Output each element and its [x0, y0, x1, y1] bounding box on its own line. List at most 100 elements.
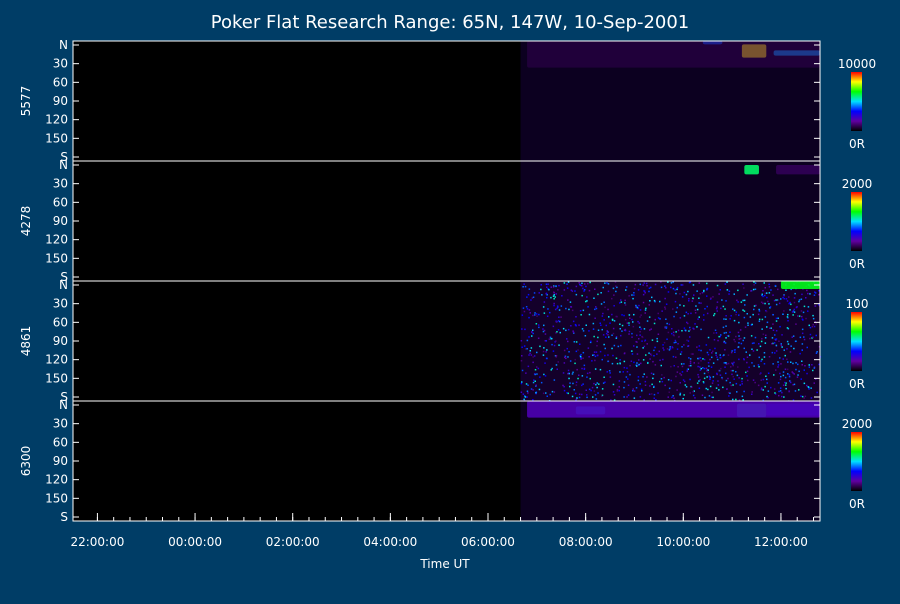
noise-speck: [534, 373, 536, 376]
noise-speck: [727, 377, 729, 380]
noise-speck: [561, 295, 563, 297]
noise-speck: [593, 335, 595, 338]
noise-speck: [775, 338, 778, 340]
noise-speck: [590, 340, 592, 343]
noise-speck: [660, 286, 663, 289]
noise-speck: [759, 345, 762, 348]
noise-speck: [529, 352, 531, 355]
noise-speck: [648, 316, 651, 318]
noise-speck: [816, 391, 818, 394]
noise-speck: [662, 344, 664, 346]
noise-speck: [565, 329, 567, 332]
noise-speck: [683, 380, 686, 383]
noise-speck: [620, 344, 622, 347]
noise-speck: [814, 292, 817, 294]
noise-speck: [666, 348, 669, 350]
noise-speck: [553, 291, 555, 293]
noise-speck: [802, 319, 804, 321]
noise-speck: [749, 354, 751, 356]
noise-speck: [636, 353, 639, 355]
noise-speck: [592, 396, 594, 398]
noise-speck: [770, 327, 772, 329]
noise-speck: [520, 391, 523, 393]
colorbar-max-label: 2000: [842, 417, 873, 431]
noise-speck: [704, 308, 706, 310]
noise-speck: [808, 324, 810, 327]
noise-speck: [729, 331, 731, 333]
noise-speck: [703, 367, 706, 370]
noise-speck: [581, 393, 583, 396]
noise-speck: [529, 350, 531, 352]
noise-speck: [722, 326, 725, 329]
noise-speck: [690, 386, 693, 388]
noise-speck: [806, 372, 808, 375]
noise-speck: [771, 342, 773, 345]
colorbar-min-label: 0R: [849, 137, 865, 151]
noise-speck: [818, 304, 820, 306]
noise-speck: [534, 312, 536, 314]
noise-speck: [537, 367, 540, 370]
noise-speck: [704, 396, 706, 399]
noise-speck: [790, 361, 792, 363]
noise-speck: [743, 390, 745, 393]
noise-speck: [730, 315, 732, 317]
noise-speck: [693, 362, 695, 364]
noise-speck: [773, 374, 775, 376]
noise-speck: [520, 360, 523, 362]
noise-speck: [721, 378, 724, 380]
noise-speck: [689, 281, 692, 283]
noise-speck: [637, 379, 640, 382]
colorbar-min-label: 0R: [849, 257, 865, 271]
noise-speck: [723, 332, 726, 334]
noise-speck: [690, 312, 692, 315]
noise-speck: [816, 351, 818, 353]
noise-speck: [711, 352, 713, 354]
noise-speck: [698, 302, 700, 304]
noise-speck: [567, 340, 569, 343]
noise-speck: [722, 386, 724, 389]
noise-speck: [557, 289, 559, 291]
noise-speck: [582, 351, 585, 354]
noise-speck: [742, 299, 744, 302]
noise-speck: [619, 302, 621, 304]
panel-4278: N 30 60 90 120 150 S 4278 2000 0R: [19, 158, 872, 284]
noise-speck: [532, 361, 534, 364]
noise-speck: [627, 378, 629, 380]
noise-speck: [579, 355, 581, 357]
noise-speck: [623, 329, 626, 331]
y-tick-label: N: [59, 278, 68, 292]
noise-speck: [664, 285, 666, 287]
noise-speck: [625, 286, 628, 288]
noise-speck: [563, 282, 566, 284]
noise-speck: [743, 347, 745, 350]
noise-speck: [526, 396, 528, 398]
noise-speck: [593, 354, 595, 356]
noise-speck: [755, 304, 757, 307]
noise-speck: [719, 356, 722, 359]
noise-speck: [550, 296, 552, 299]
noise-speck: [620, 299, 622, 301]
noise-speck: [548, 338, 551, 340]
noise-speck: [571, 373, 574, 375]
panel-5577: N 30 60 90 120 150 S 5577 10000 0R: [19, 38, 876, 164]
noise-speck: [753, 284, 755, 286]
noise-speck: [596, 386, 598, 389]
noise-speck: [679, 394, 681, 396]
noise-speck: [780, 363, 782, 365]
noise-speck: [636, 362, 638, 364]
noise-speck: [547, 288, 549, 290]
noise-speck: [788, 390, 790, 392]
noise-speck: [792, 384, 794, 386]
noise-speck: [767, 372, 770, 374]
noise-speck: [720, 367, 722, 370]
noise-speck: [735, 398, 737, 401]
noise-speck: [613, 305, 615, 307]
colorbar: [851, 72, 862, 131]
noise-speck: [807, 292, 809, 295]
noise-speck: [640, 362, 642, 365]
noise-speck: [555, 285, 557, 288]
noise-speck: [544, 375, 547, 377]
noise-speck: [710, 396, 713, 398]
noise-speck: [750, 335, 753, 337]
noise-speck: [801, 349, 803, 351]
